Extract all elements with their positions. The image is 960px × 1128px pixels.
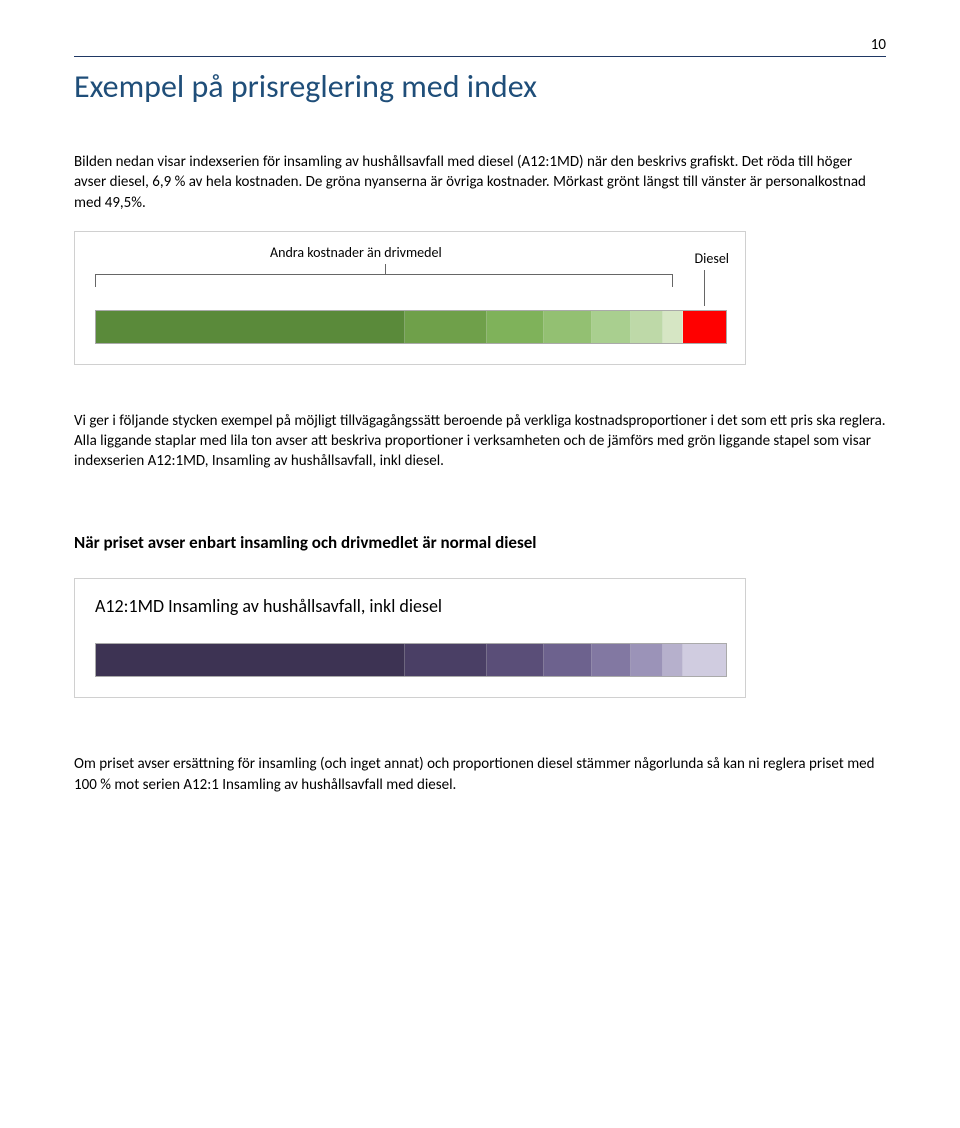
chart-2-container: A12:1MD Insamling av hushållsavfall, ink… xyxy=(74,578,746,698)
chart2-bar xyxy=(95,643,727,677)
section-heading: När priset avser enbart insamling och dr… xyxy=(74,532,886,555)
chart1-left-bracket xyxy=(95,274,673,287)
bar-segment xyxy=(683,311,726,343)
bar-segment xyxy=(405,311,487,343)
bar-segment xyxy=(544,644,592,676)
closing-paragraph: Om priset avser ersättning för insamling… xyxy=(74,754,886,795)
bar-segment xyxy=(592,644,630,676)
bar-segment xyxy=(96,311,405,343)
bar-segment xyxy=(683,644,726,676)
chart1-bracket-stem xyxy=(385,264,386,274)
bar-segment xyxy=(592,311,630,343)
chart1-right-label: Diesel xyxy=(695,250,729,267)
chart1-diesel-pointer xyxy=(704,270,705,306)
bar-segment xyxy=(405,644,487,676)
bar-segment xyxy=(631,311,663,343)
bar-segment xyxy=(487,644,544,676)
page-title: Exempel på prisreglering med index xyxy=(74,67,886,106)
bar-segment xyxy=(663,644,683,676)
bar-segment xyxy=(631,644,663,676)
chart2-title: A12:1MD Insamling av hushållsavfall, ink… xyxy=(95,595,725,617)
intro-paragraph: Bilden nedan visar indexserien för insam… xyxy=(74,152,886,213)
bar-segment xyxy=(544,311,592,343)
header-rule xyxy=(74,56,886,57)
page-number: 10 xyxy=(74,36,886,54)
mid-paragraph: Vi ger i följande stycken exempel på möj… xyxy=(74,411,886,472)
bar-segment xyxy=(663,311,683,343)
chart-1-container: Andra kostnader än drivmedel Diesel xyxy=(74,231,746,365)
bar-segment xyxy=(96,644,405,676)
chart1-bar xyxy=(95,310,727,344)
bar-segment xyxy=(487,311,544,343)
chart1-left-label: Andra kostnader än drivmedel xyxy=(270,244,442,261)
